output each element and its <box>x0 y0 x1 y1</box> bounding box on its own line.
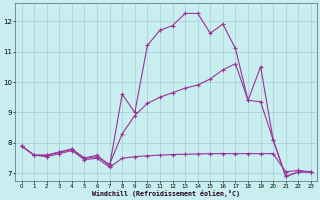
X-axis label: Windchill (Refroidissement éolien,°C): Windchill (Refroidissement éolien,°C) <box>92 190 240 197</box>
